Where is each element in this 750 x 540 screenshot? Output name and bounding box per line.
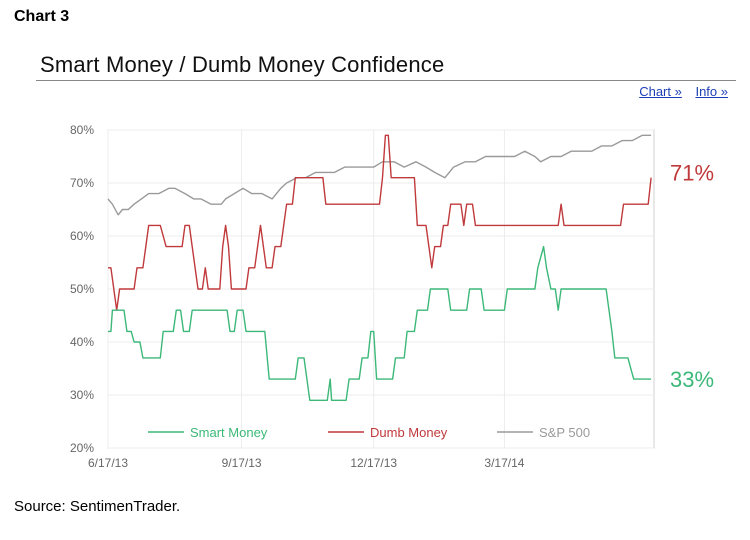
- x-axis-ticks: 6/17/13 9/17/13 12/17/13 3/17/14: [88, 456, 525, 470]
- smart-money-end-label: 33%: [670, 367, 714, 392]
- y-tick-label: 30%: [70, 388, 94, 402]
- series-lines: [107, 134, 652, 401]
- figure-heading: Chart 3: [14, 8, 70, 25]
- legend-label: Dumb Money: [370, 425, 448, 440]
- y-tick-label: 20%: [70, 441, 94, 455]
- source-note: Source: SentimenTrader.: [14, 498, 181, 515]
- legend-label: Smart Money: [190, 425, 268, 440]
- chart-title: Smart Money / Dumb Money Confidence: [40, 52, 445, 77]
- dumb-money-end-label: 71%: [670, 161, 714, 186]
- x-tick-label: 6/17/13: [88, 456, 128, 470]
- y-tick-label: 70%: [70, 176, 94, 190]
- chart-link[interactable]: Chart »: [639, 84, 682, 99]
- y-tick-label: 80%: [70, 123, 94, 137]
- y-tick-label: 40%: [70, 335, 94, 349]
- y-tick-label: 50%: [70, 282, 94, 296]
- end-labels: 71% 33%: [670, 161, 714, 392]
- series-line-s-p-500: [107, 134, 652, 216]
- series-line-smart-money: [108, 245, 652, 401]
- x-tick-label: 9/17/13: [222, 456, 262, 470]
- chart-links: Chart » Info »: [629, 84, 728, 99]
- series-line-dumb-money: [108, 134, 652, 311]
- x-tick-label: 12/17/13: [350, 456, 397, 470]
- title-rule: [36, 80, 736, 81]
- y-tick-label: 60%: [70, 229, 94, 243]
- info-link[interactable]: Info »: [695, 84, 728, 99]
- x-tick-label: 3/17/14: [484, 456, 524, 470]
- legend-label: S&P 500: [539, 425, 590, 440]
- legend: Smart Money Dumb Money S&P 500: [148, 425, 590, 440]
- y-axis-ticks: 20% 30% 40% 50% 60% 70% 80%: [70, 123, 94, 455]
